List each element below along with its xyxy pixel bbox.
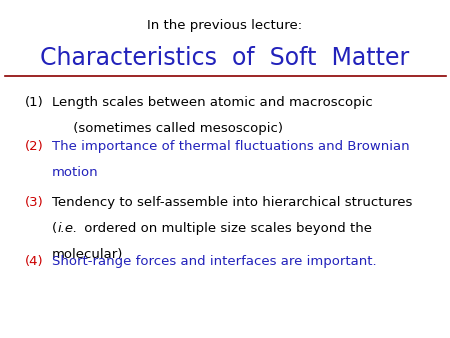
Text: Length scales between atomic and macroscopic: Length scales between atomic and macrosc… (52, 96, 373, 109)
Text: motion: motion (52, 166, 99, 179)
Text: (2): (2) (25, 140, 44, 153)
Text: The importance of thermal fluctuations and Brownian: The importance of thermal fluctuations a… (52, 140, 410, 153)
Text: (: ( (52, 222, 57, 235)
Text: (1): (1) (25, 96, 44, 109)
Text: i.e.: i.e. (58, 222, 78, 235)
Text: (sometimes called mesoscopic): (sometimes called mesoscopic) (52, 122, 283, 135)
Text: Tendency to self-assemble into hierarchical structures: Tendency to self-assemble into hierarchi… (52, 196, 412, 209)
Text: (3): (3) (25, 196, 44, 209)
Text: In the previous lecture:: In the previous lecture: (148, 19, 302, 31)
Text: molecular): molecular) (52, 248, 123, 261)
Text: Characteristics  of  Soft  Matter: Characteristics of Soft Matter (40, 46, 410, 70)
Text: ordered on multiple size scales beyond the: ordered on multiple size scales beyond t… (80, 222, 372, 235)
Text: Short-range forces and interfaces are important.: Short-range forces and interfaces are im… (52, 255, 376, 268)
Text: (4): (4) (25, 255, 43, 268)
